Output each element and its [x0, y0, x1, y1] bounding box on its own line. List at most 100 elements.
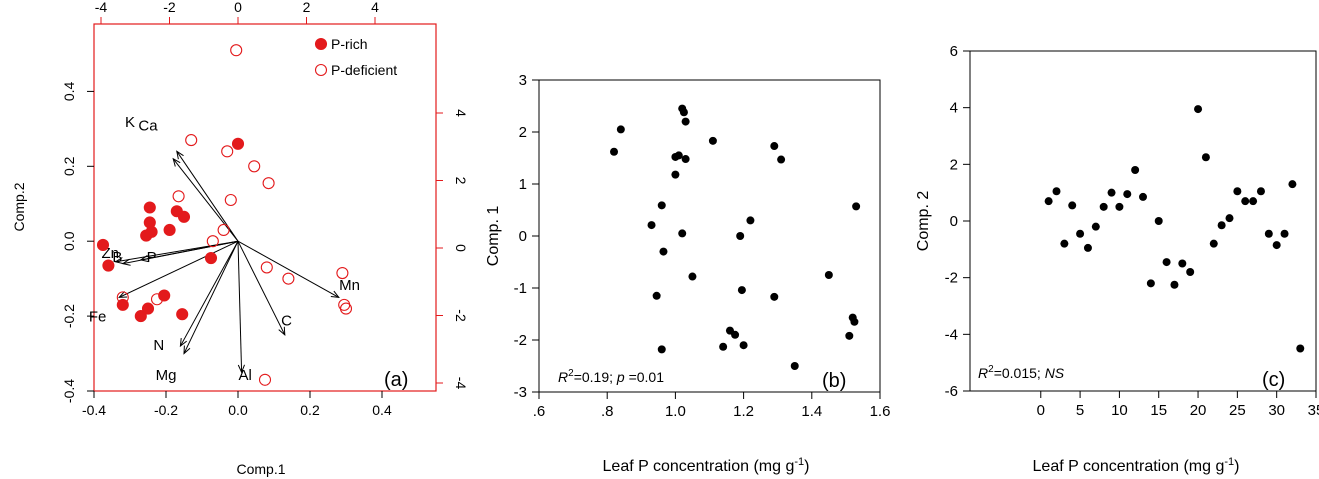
data-point	[708, 136, 717, 145]
p-deficient-point	[248, 160, 261, 173]
p-deficient-point	[258, 373, 272, 386]
data-point	[679, 108, 688, 117]
arrowhead-c	[278, 326, 286, 336]
data-point	[736, 232, 745, 240]
panel-c-scatter: 051015202530356420-2-4-6 (c) R2=0.015; N…	[915, 43, 1319, 475]
plot-frame-c	[969, 50, 1317, 392]
data-point	[824, 271, 833, 279]
x-tick-label: 25	[1229, 402, 1246, 419]
data-point	[1194, 105, 1203, 114]
p-rich-point	[102, 259, 115, 272]
right-tick-label-a: -2	[453, 309, 469, 322]
legend-marker	[314, 37, 328, 51]
x-tick-label: 30	[1268, 402, 1285, 419]
data-point	[1186, 268, 1195, 276]
axes-c: 051015202530356420-2-4-6	[945, 43, 1319, 419]
loading-label-mn: Mn	[339, 277, 360, 294]
data-point	[1083, 243, 1092, 252]
data-points-c	[1044, 105, 1305, 353]
data-point	[616, 125, 625, 134]
right-tick-label-a: 2	[453, 177, 469, 185]
loading-label-mg: Mg	[156, 367, 177, 384]
data-point	[647, 221, 656, 230]
legend-label: P-rich	[331, 36, 368, 52]
data-point	[659, 247, 668, 256]
arrowhead-fe	[118, 291, 128, 298]
annotation-b: R2=0.19; p =0.01	[558, 368, 664, 385]
data-point	[790, 362, 799, 370]
data-point	[1241, 197, 1250, 206]
loading-label-k: K	[125, 114, 135, 131]
data-point	[1146, 279, 1155, 288]
data-point	[681, 117, 690, 126]
data-point	[746, 216, 755, 225]
top-tick-label-a: 0	[234, 0, 242, 15]
y-tick-label-a: -0.2	[61, 304, 77, 328]
x-tick-label: 1.6	[870, 403, 891, 420]
plot-frame-b	[538, 79, 881, 393]
y-axis-label-b: Comp. 1	[485, 206, 502, 267]
right-tick-label-a: 4	[453, 109, 469, 117]
axes-b: .6 .8 1.0 1.2 1.4 1.6 3 2 1 0 -1 -2 -3	[514, 72, 891, 420]
legend-marker	[314, 63, 328, 77]
data-point	[1201, 153, 1210, 162]
x-tick-label: .6	[533, 403, 546, 420]
x-tick-label: 1.2	[733, 403, 754, 420]
data-point	[1209, 239, 1218, 248]
y-tick-label: 2	[519, 124, 527, 141]
data-point	[852, 202, 861, 211]
x-tick-label-a: 0.2	[300, 402, 320, 418]
x-tick-label-a: 0.4	[372, 402, 392, 418]
data-point	[1249, 197, 1258, 206]
p-rich-point	[231, 137, 245, 150]
panel-label-a: (a)	[384, 369, 408, 391]
p-deficient-point	[224, 193, 237, 207]
legend-label: P-deficient	[331, 62, 397, 78]
data-point	[1272, 241, 1281, 250]
y-tick-label-a: -0.4	[61, 379, 77, 403]
loading-label-c: C	[281, 312, 292, 329]
data-point	[1115, 202, 1124, 211]
p-deficient-point	[221, 145, 234, 158]
p-rich-point	[177, 210, 191, 223]
top-tick-label-a: 4	[371, 0, 379, 15]
loading-label-fe: Fe	[89, 309, 107, 326]
p-rich-point	[176, 308, 189, 321]
panel-label-b: (b)	[822, 370, 846, 392]
arrowhead-al	[237, 364, 245, 374]
axes-a: -0.4 -0.2 0.0 0.2 0.4 -0.4 -0.2 0.0 0.2 0.4 -4 -2 0 2…	[61, 0, 469, 418]
x-tick-label-a: -0.2	[154, 402, 178, 418]
data-point	[678, 229, 687, 238]
x-axis-label-b: Leaf P concentration (mg g-1)	[603, 456, 810, 475]
p-rich-point	[134, 310, 147, 323]
data-point	[1162, 258, 1171, 267]
p-deficient-point	[260, 261, 273, 274]
panel-a-biplot: -0.4 -0.2 0.0 0.2 0.4 -0.4 -0.2 0.0 0.2 0.4 -4 -2 0 2…	[11, 0, 469, 477]
y-tick-label: -1	[514, 280, 527, 297]
right-tick-label-a: -4	[453, 377, 469, 390]
panel-b-scatter: .6 .8 1.0 1.2 1.4 1.6 3 2 1 0 -1 -2 -3 (b) R2=0.19; …	[485, 72, 890, 475]
arrowhead-b	[121, 258, 131, 266]
x-axis-label-a: Comp.1	[236, 461, 285, 477]
p-rich-point	[141, 302, 155, 315]
data-point	[652, 291, 661, 300]
arrowhead-p	[139, 255, 149, 263]
data-point	[1233, 187, 1242, 196]
right-tick-label-a: 0	[453, 244, 469, 252]
x-tick-label: 5	[1076, 402, 1084, 419]
data-point	[1178, 259, 1187, 268]
loading-arrow-mg	[179, 240, 239, 347]
top-tick-label-a: -2	[163, 0, 176, 15]
x-tick-label: 0	[1037, 402, 1045, 419]
x-tick-label: 1.0	[665, 403, 686, 420]
annotation-c: R2=0.015; NS	[978, 364, 1065, 381]
data-point	[737, 286, 746, 295]
x-axis-label-c: Leaf P concentration (mg g-1)	[1033, 456, 1240, 475]
data-point	[1068, 201, 1077, 210]
loading-arrow-n	[183, 240, 239, 354]
p-rich-point	[96, 238, 110, 251]
p-deficient-point	[150, 293, 164, 306]
data-point	[1256, 187, 1265, 196]
